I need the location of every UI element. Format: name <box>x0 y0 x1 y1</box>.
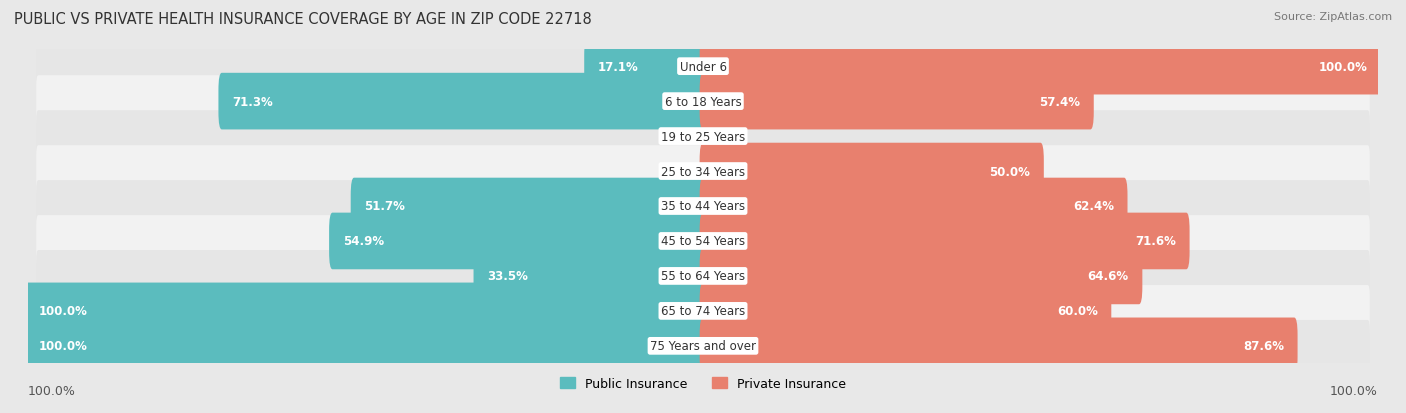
Text: Source: ZipAtlas.com: Source: ZipAtlas.com <box>1274 12 1392 22</box>
FancyBboxPatch shape <box>37 320 1369 372</box>
Text: 57.4%: 57.4% <box>1039 95 1080 108</box>
FancyBboxPatch shape <box>37 111 1369 163</box>
Text: 45 to 54 Years: 45 to 54 Years <box>661 235 745 248</box>
Text: 19 to 25 Years: 19 to 25 Years <box>661 130 745 143</box>
Text: 64.6%: 64.6% <box>1088 270 1129 283</box>
Text: 17.1%: 17.1% <box>598 61 638 74</box>
Text: 55 to 64 Years: 55 to 64 Years <box>661 270 745 283</box>
Text: 0.0%: 0.0% <box>717 130 747 143</box>
FancyBboxPatch shape <box>350 178 706 235</box>
Text: 25 to 34 Years: 25 to 34 Years <box>661 165 745 178</box>
Text: 71.6%: 71.6% <box>1135 235 1175 248</box>
FancyBboxPatch shape <box>37 181 1369 232</box>
Text: 54.9%: 54.9% <box>343 235 384 248</box>
Text: 6 to 18 Years: 6 to 18 Years <box>665 95 741 108</box>
Text: 100.0%: 100.0% <box>38 305 87 318</box>
Text: 65 to 74 Years: 65 to 74 Years <box>661 305 745 318</box>
FancyBboxPatch shape <box>700 213 1189 270</box>
FancyBboxPatch shape <box>37 285 1369 337</box>
Text: 0.0%: 0.0% <box>659 165 689 178</box>
Legend: Public Insurance, Private Insurance: Public Insurance, Private Insurance <box>555 372 851 395</box>
Text: 100.0%: 100.0% <box>28 385 76 397</box>
FancyBboxPatch shape <box>37 216 1369 267</box>
Text: 100.0%: 100.0% <box>1319 61 1368 74</box>
Text: 51.7%: 51.7% <box>364 200 405 213</box>
FancyBboxPatch shape <box>700 248 1142 304</box>
FancyBboxPatch shape <box>25 283 706 339</box>
FancyBboxPatch shape <box>37 250 1369 302</box>
FancyBboxPatch shape <box>25 318 706 374</box>
Text: 75 Years and over: 75 Years and over <box>650 339 756 352</box>
Text: PUBLIC VS PRIVATE HEALTH INSURANCE COVERAGE BY AGE IN ZIP CODE 22718: PUBLIC VS PRIVATE HEALTH INSURANCE COVER… <box>14 12 592 27</box>
FancyBboxPatch shape <box>37 76 1369 128</box>
FancyBboxPatch shape <box>700 178 1128 235</box>
FancyBboxPatch shape <box>700 74 1094 130</box>
FancyBboxPatch shape <box>700 143 1043 200</box>
FancyBboxPatch shape <box>474 248 706 304</box>
Text: 62.4%: 62.4% <box>1073 200 1114 213</box>
FancyBboxPatch shape <box>700 283 1111 339</box>
FancyBboxPatch shape <box>700 318 1298 374</box>
Text: 87.6%: 87.6% <box>1243 339 1284 352</box>
Text: 33.5%: 33.5% <box>486 270 527 283</box>
Text: 35 to 44 Years: 35 to 44 Years <box>661 200 745 213</box>
FancyBboxPatch shape <box>37 146 1369 197</box>
Text: Under 6: Under 6 <box>679 61 727 74</box>
Text: 100.0%: 100.0% <box>1330 385 1378 397</box>
Text: 0.0%: 0.0% <box>659 130 689 143</box>
Text: 71.3%: 71.3% <box>232 95 273 108</box>
FancyBboxPatch shape <box>218 74 706 130</box>
Text: 60.0%: 60.0% <box>1057 305 1098 318</box>
FancyBboxPatch shape <box>37 41 1369 93</box>
FancyBboxPatch shape <box>329 213 706 270</box>
Text: 100.0%: 100.0% <box>38 339 87 352</box>
FancyBboxPatch shape <box>585 39 706 95</box>
Text: 50.0%: 50.0% <box>990 165 1031 178</box>
FancyBboxPatch shape <box>700 39 1381 95</box>
